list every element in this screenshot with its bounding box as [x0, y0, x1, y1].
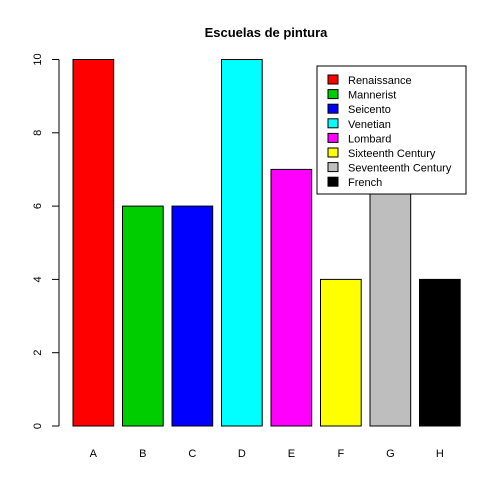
bars-group [72, 59, 461, 427]
x-tick-label: A [90, 448, 98, 460]
bar-B [122, 205, 164, 427]
bar-G [369, 168, 412, 427]
legend-label: Seicento [348, 104, 391, 116]
x-tick-labels: A B C D E F G H [90, 448, 444, 460]
legend-label: Seventeenth Century [348, 163, 452, 175]
legend-swatch [327, 147, 339, 158]
legend-label: Renaissance [348, 75, 412, 87]
y-tick-label: 10 [32, 53, 44, 65]
x-tick-label: E [288, 448, 295, 460]
x-tick-label: D [238, 448, 246, 460]
bar-C [171, 205, 214, 427]
legend-label: Mannerist [348, 90, 396, 102]
legend-label: Sixteenth Century [348, 148, 436, 160]
legend-swatch [327, 132, 339, 143]
y-tick-label: 8 [32, 130, 44, 136]
y-tick-label: 2 [32, 350, 44, 356]
legend-swatch [327, 176, 339, 187]
legend-swatch [327, 74, 339, 85]
y-tick-label: 4 [32, 276, 44, 282]
bar-D [221, 59, 263, 427]
legend-label: Venetian [348, 119, 391, 131]
y-axis: 0 2 4 6 8 10 [32, 53, 60, 429]
legend-box [316, 65, 467, 195]
x-tick-label: C [188, 448, 196, 460]
bar-F [320, 278, 362, 427]
legend: Renaissance Mannerist Seicento Venetian Lomb… [316, 65, 467, 195]
y-tick-label: 6 [32, 203, 44, 209]
x-tick-label: F [338, 448, 345, 460]
legend-swatch [327, 118, 339, 129]
x-tick-label: B [139, 448, 146, 460]
x-tick-label: G [386, 448, 395, 460]
x-tick-label: H [436, 448, 444, 460]
bar-H [419, 278, 461, 427]
legend-swatch [327, 103, 339, 114]
bar-A [72, 59, 115, 427]
chart-title: Escuelas de pintura [205, 25, 329, 40]
y-tick-label: 0 [32, 423, 44, 429]
legend-swatch [327, 162, 339, 173]
legend-label: Lombard [348, 133, 391, 145]
legend-label: French [348, 177, 382, 189]
legend-swatch [327, 89, 339, 100]
bar-E [270, 168, 313, 427]
